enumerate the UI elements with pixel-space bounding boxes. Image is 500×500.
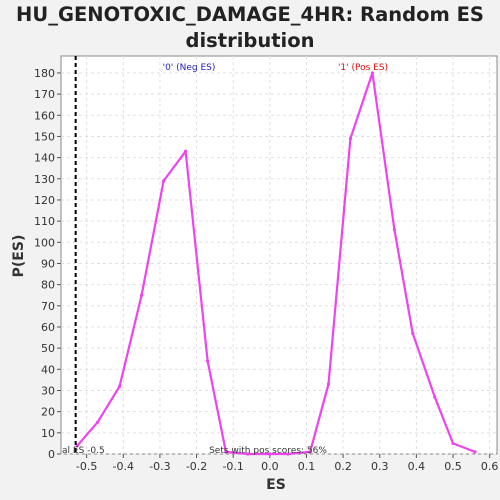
- y-tick-label: 0: [48, 448, 55, 461]
- data-point: [161, 179, 166, 183]
- data-point: [96, 420, 100, 424]
- y-tick-label: 100: [34, 236, 55, 249]
- data-point: [348, 136, 353, 141]
- data-point: [473, 450, 477, 454]
- data-point: [268, 452, 272, 456]
- y-tick-label: 30: [41, 384, 55, 397]
- y-tick-label: 160: [34, 109, 55, 122]
- y-tick-label: 90: [41, 257, 55, 270]
- y-tick-label: 80: [41, 279, 55, 292]
- y-tick-label: 40: [41, 363, 55, 376]
- actual-es-label: al ES -0.5: [62, 446, 105, 456]
- x-tick-label: 0.2: [334, 460, 352, 473]
- y-tick-label: 170: [34, 88, 55, 101]
- y-tick-label: 50: [41, 342, 55, 355]
- chart-title-line1: HU_GENOTOXIC_DAMAGE_4HR: Random ES: [16, 3, 484, 26]
- chart-title-line2: distribution: [185, 29, 315, 52]
- data-point: [392, 227, 397, 232]
- x-tick-label: -0.2: [186, 460, 207, 473]
- y-tick-label: 140: [34, 152, 55, 165]
- x-tick-label: -0.4: [113, 460, 134, 473]
- x-axis-label: ES: [266, 477, 286, 493]
- x-tick-label: 0.1: [298, 460, 316, 473]
- x-axis: -0.5 -0.4 -0.3 -0.2 -0.1 0.0 0.1 0.2 0.3 0.4 0.5 0.…: [76, 454, 499, 473]
- data-point: [308, 450, 312, 454]
- chart-title: HU_GENOTOXIC_DAMAGE_4HR: Random ES distr…: [0, 2, 500, 54]
- x-tick-label: -0.1: [222, 460, 243, 473]
- pos-es-label: '1' (Pos ES): [338, 63, 388, 73]
- data-point: [370, 71, 375, 75]
- x-tick-label: -0.5: [76, 460, 97, 473]
- y-tick-label: 70: [41, 300, 55, 313]
- series-line: [76, 71, 476, 456]
- y-tick-label: 20: [41, 406, 55, 419]
- data-point: [326, 382, 331, 386]
- x-tick-label: 0.5: [444, 460, 462, 473]
- data-point: [75, 443, 80, 448]
- y-axis-label: P(ES): [11, 234, 27, 278]
- x-tick-label: 0.4: [408, 460, 426, 473]
- data-point: [140, 293, 144, 297]
- y-tick-label: 150: [34, 130, 55, 143]
- y-tick-label: 110: [34, 215, 55, 228]
- neg-es-label: '0' (Neg ES): [163, 63, 216, 73]
- data-point: [183, 149, 188, 153]
- data-point: [246, 452, 250, 456]
- data-point: [411, 331, 415, 335]
- y-axis: 0 10 20 30 40 50 60 70 80 90 100 110 120 130 140 150 160…: [34, 67, 61, 461]
- data-point: [224, 450, 228, 454]
- pos-scores-label: Sets with pos scores: 56%: [209, 446, 327, 456]
- x-tick-label: 0.3: [371, 460, 389, 473]
- x-tick-label: -0.3: [149, 460, 170, 473]
- data-point: [451, 441, 455, 446]
- y-tick-label: 180: [34, 67, 55, 80]
- y-tick-label: 130: [34, 173, 55, 186]
- data-point: [118, 384, 122, 388]
- series-group: [75, 71, 477, 456]
- y-tick-label: 10: [41, 427, 55, 440]
- data-point: [286, 452, 290, 456]
- data-point: [433, 395, 437, 399]
- x-tick-label: 0.6: [481, 460, 499, 473]
- y-tick-label: 60: [41, 321, 55, 334]
- y-tick-label: 120: [34, 194, 55, 207]
- plot-background: [60, 55, 498, 455]
- data-point: [205, 359, 210, 363]
- x-tick-label: 0.0: [261, 460, 279, 473]
